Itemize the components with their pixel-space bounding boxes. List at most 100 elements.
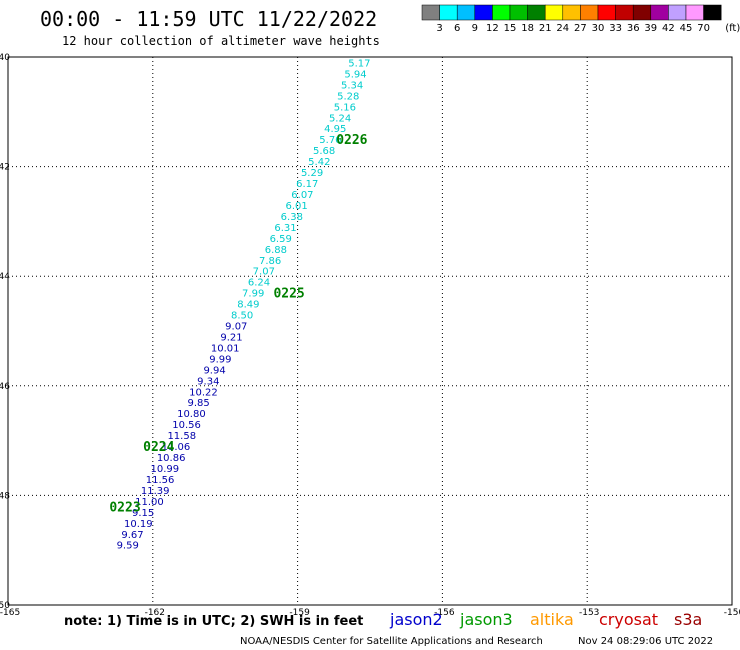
data-point-label: 6.59	[270, 234, 292, 245]
data-point-label: 9.59	[117, 541, 139, 552]
x-tick-label: -159	[289, 608, 310, 618]
pass-labels: 0226 0225 0224 0223	[109, 133, 367, 515]
colorbar-label: 15	[504, 23, 517, 34]
data-point-label: 10.19	[124, 519, 153, 530]
colorbar-label: 9	[472, 23, 478, 34]
colorbar-unit: (ft)	[725, 23, 740, 34]
footer-note: note: 1) Time is in UTC; 2) SWH is in fe…	[64, 614, 363, 629]
colorbar-swatch	[668, 4, 687, 21]
data-point-label: 5.16	[334, 102, 356, 113]
data-point-label: 6.24	[248, 278, 270, 289]
grid-lines	[8, 57, 732, 605]
data-point-label: 6.17	[296, 179, 318, 190]
colorbar: 3 6 9 12 15 18 21 24 27 30 33 36 39 42 45 70 (ft)	[421, 4, 740, 34]
satellite-legend-item: jason3	[459, 610, 513, 629]
footer-timestamp: Nov 24 08:29:06 UTC 2022	[578, 636, 713, 647]
data-point-label: 11.06	[162, 442, 191, 453]
colorbar-swatch	[492, 4, 511, 21]
data-point-label: 6.88	[265, 245, 287, 256]
colorbar-swatch	[632, 4, 652, 21]
colorbar-swatch	[456, 4, 476, 21]
data-point-label: 9.67	[121, 530, 143, 541]
satellite-legend-item: cryosat	[599, 610, 658, 629]
page-subtitle: 12 hour collection of altimeter wave hei…	[62, 34, 380, 48]
colorbar-label: 18	[521, 23, 534, 34]
data-points: 5.175.945.345.285.165.244.955.765.685.42…	[117, 58, 371, 551]
data-point-label: 10.01	[211, 343, 240, 354]
data-point-label: 5.28	[337, 91, 359, 102]
colorbar-label: 6	[454, 23, 460, 34]
y-tick-label: -44	[0, 272, 10, 282]
data-point-label: 10.86	[157, 453, 186, 464]
data-point-label: 4.95	[324, 124, 346, 135]
y-tick-label: -48	[0, 491, 10, 501]
colorbar-swatch	[439, 4, 458, 21]
data-point-label: 10.22	[189, 387, 218, 398]
y-tick-label: -50	[0, 601, 10, 611]
colorbar-label: 70	[697, 23, 710, 34]
colorbar-label: 39	[644, 23, 657, 34]
axis-ticks: -165 -162 -159 -156 -153 -150 -40 -42 -44 -46 -48 -…	[0, 53, 740, 618]
x-tick-label: -162	[145, 608, 165, 618]
data-point-label: 6.31	[274, 223, 296, 234]
y-tick-label: -46	[0, 382, 10, 392]
colorbar-swatch	[544, 4, 564, 21]
data-point-label: 9.85	[188, 398, 210, 409]
footer-credit: NOAA/NESDIS Center for Satellite Applica…	[240, 636, 543, 647]
colorbar-swatch	[650, 4, 669, 21]
data-point-label: 6.01	[286, 201, 308, 212]
data-point-label: 5.76	[319, 135, 341, 146]
data-point-label: 9.21	[220, 332, 242, 343]
colorbar-swatch	[703, 4, 722, 21]
satellite-legend-item: s3a	[674, 610, 702, 629]
colorbar-label: 21	[539, 23, 552, 34]
colorbar-label: 3	[436, 23, 442, 34]
satellite-legend-item: jason2	[389, 610, 443, 629]
satellite-legend-item: altika	[530, 610, 574, 629]
page-title: 00:00 - 11:59 UTC 11/22/2022	[40, 7, 377, 31]
data-point-label: 5.42	[308, 157, 330, 168]
satellite-legend: jason2 jason3 altika cryosat s3a	[389, 610, 702, 629]
colorbar-label: 30	[592, 23, 605, 34]
data-point-label: 7.86	[259, 256, 281, 267]
pass-label: 0224	[143, 440, 174, 455]
colorbar-swatch	[421, 4, 440, 21]
data-point-label: 10.99	[151, 464, 180, 475]
data-point-label: 7.07	[253, 267, 275, 278]
data-point-label: 5.94	[344, 69, 366, 80]
colorbar-label: 27	[574, 23, 587, 34]
data-point-label: 9.99	[209, 354, 231, 365]
data-point-label: 5.34	[341, 80, 363, 91]
colorbar-label: 33	[609, 23, 622, 34]
colorbar-label: 36	[627, 23, 640, 34]
data-point-label: 9.94	[203, 365, 225, 376]
data-point-label: 9.34	[197, 376, 219, 387]
data-point-label: 10.80	[177, 409, 206, 420]
data-point-label: 11.58	[167, 431, 196, 442]
pass-label: 0226	[336, 133, 367, 148]
x-tick-label: -156	[434, 608, 455, 618]
colorbar-swatch	[509, 4, 528, 21]
y-tick-label: -40	[0, 53, 10, 63]
colorbar-swatch	[580, 4, 599, 21]
y-tick-label: -42	[0, 163, 10, 173]
colorbar-swatch	[685, 4, 704, 21]
pass-label: 0225	[273, 287, 304, 302]
data-point-label: 9.15	[132, 508, 154, 519]
colorbar-swatch	[527, 4, 546, 21]
data-point-label: 11.00	[135, 497, 164, 508]
data-point-label: 7.99	[242, 289, 264, 300]
data-point-label: 8.49	[237, 300, 259, 311]
data-point-label: 11.39	[141, 486, 170, 497]
data-point-label: 6.38	[281, 212, 303, 223]
colorbar-swatch	[597, 4, 616, 21]
data-point-label: 8.50	[231, 311, 253, 322]
colorbar-swatch	[615, 4, 634, 21]
data-point-label: 9.07	[225, 322, 247, 333]
colorbar-swatch	[474, 4, 493, 21]
plot-frame	[7, 56, 733, 606]
pass-label: 0223	[109, 500, 140, 515]
data-point-label: 5.29	[301, 168, 323, 179]
x-tick-label: -165	[0, 608, 20, 618]
data-point-label: 10.56	[172, 420, 201, 431]
